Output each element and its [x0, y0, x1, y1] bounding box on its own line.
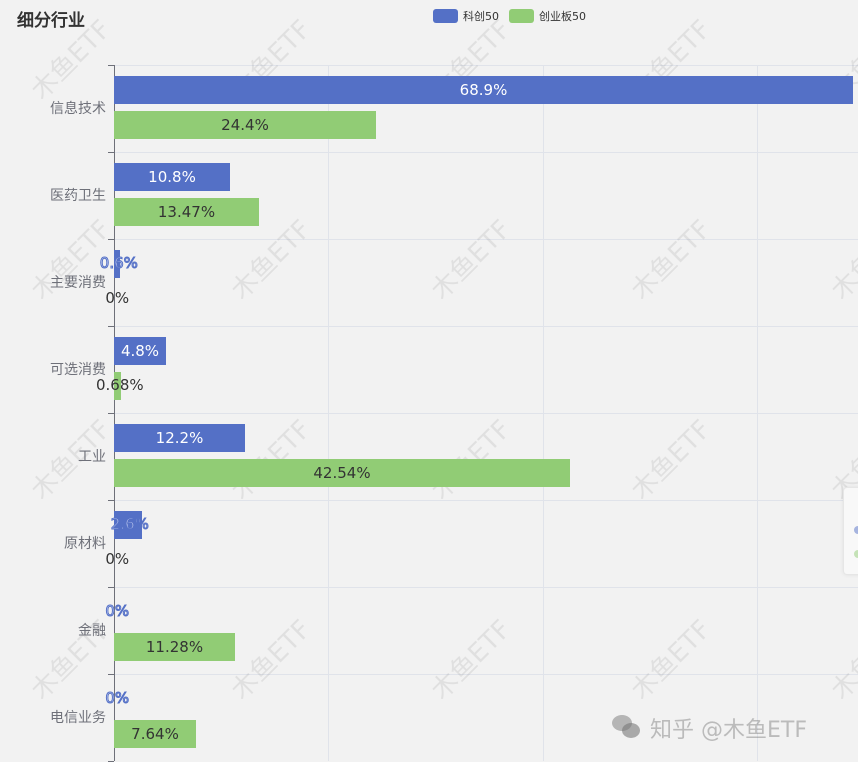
- y-axis-tick: [108, 65, 114, 66]
- bar-kechuang50[interactable]: 68.9%: [114, 76, 853, 104]
- bar-value-label: 24.4%: [221, 116, 269, 134]
- bar-value-label: 12.2%: [155, 429, 204, 447]
- bar-value-label: 68.9%: [459, 81, 508, 99]
- grid-line: [114, 587, 858, 588]
- category-label: 原材料: [64, 536, 106, 552]
- bar-value-label: 0.6%: [99, 254, 138, 273]
- y-axis-line: [114, 65, 115, 761]
- legend-label: 创业板50: [539, 10, 586, 23]
- bar-value-label: 0.68%: [96, 376, 144, 394]
- grid-line: [114, 65, 858, 66]
- legend-label: 科创50: [463, 10, 499, 23]
- bar-kechuang50[interactable]: 12.2%: [114, 424, 245, 452]
- bar-kechuang50[interactable]: 10.8%: [114, 163, 230, 191]
- y-axis-tick: [108, 239, 114, 240]
- y-axis-tick: [108, 674, 114, 675]
- bar-value-label: 42.54%: [313, 464, 371, 482]
- bar-value-label: 0%: [105, 550, 130, 568]
- bar-chuangyeban50[interactable]: 24.4%: [114, 111, 376, 139]
- y-axis-tick: [108, 413, 114, 414]
- chart-legend: 科创50 创业板50: [433, 8, 596, 24]
- bar-kechuang50[interactable]: [114, 511, 142, 539]
- bar-value-label: 0%: [105, 689, 130, 708]
- category-label: 主要消费: [50, 275, 106, 291]
- tooltip-dot-green-icon: [854, 550, 858, 558]
- grid-line: [114, 674, 858, 675]
- bar-kechuang50[interactable]: [114, 250, 120, 278]
- footer-watermark-text: 知乎 @木鱼ETF: [650, 718, 807, 743]
- y-axis-tick: [108, 326, 114, 327]
- y-axis-tick: [108, 152, 114, 153]
- category-label: 可选消费: [50, 362, 106, 378]
- bar-chuangyeban50[interactable]: 7.64%: [114, 720, 196, 748]
- bar-value-label: 13.47%: [157, 203, 216, 221]
- tooltip-partial: [843, 487, 858, 575]
- grid-line: [114, 500, 858, 501]
- category-label: 工业: [78, 449, 106, 465]
- wechat-icon: [612, 715, 642, 741]
- category-label: 医药卫生: [50, 188, 106, 204]
- bar-chuangyeban50[interactable]: 11.28%: [114, 633, 235, 661]
- bar-kechuang50[interactable]: 4.8%: [114, 337, 166, 365]
- legend-item-chuangyeban50[interactable]: 创业板50: [509, 8, 586, 24]
- bar-chuangyeban50[interactable]: [114, 372, 121, 400]
- bar-chuangyeban50[interactable]: 13.47%: [114, 198, 259, 226]
- legend-swatch-blue-icon: [433, 9, 458, 23]
- tooltip-dot-blue-icon: [854, 526, 858, 534]
- bar-value-label: 10.8%: [148, 168, 196, 186]
- bar-value-label: 7.64%: [131, 725, 179, 743]
- category-label: 电信业务: [50, 710, 106, 726]
- grid-line: [114, 239, 858, 240]
- bar-value-label: 11.28%: [145, 638, 204, 656]
- y-axis-tick: [108, 500, 114, 501]
- bar-value-label: 0%: [105, 602, 130, 621]
- footer-watermark: 知乎 @木鱼ETF: [612, 712, 807, 744]
- legend-item-kechuang50[interactable]: 科创50: [433, 8, 499, 24]
- category-label: 金融: [78, 623, 106, 639]
- bar-value-label: 0%: [105, 289, 130, 307]
- y-axis-tick: [108, 587, 114, 588]
- grid-line: [114, 413, 858, 414]
- bar-value-label: 4.8%: [120, 342, 160, 360]
- bar-value-label: 2.6%: [110, 515, 149, 534]
- bar-chuangyeban50[interactable]: 42.54%: [114, 459, 570, 487]
- grid-line: [114, 326, 858, 327]
- legend-swatch-green-icon: [509, 9, 534, 23]
- plot-area: [114, 65, 858, 761]
- chart-title: 细分行业: [17, 11, 85, 31]
- category-label: 信息技术: [50, 101, 106, 117]
- grid-line: [114, 152, 858, 153]
